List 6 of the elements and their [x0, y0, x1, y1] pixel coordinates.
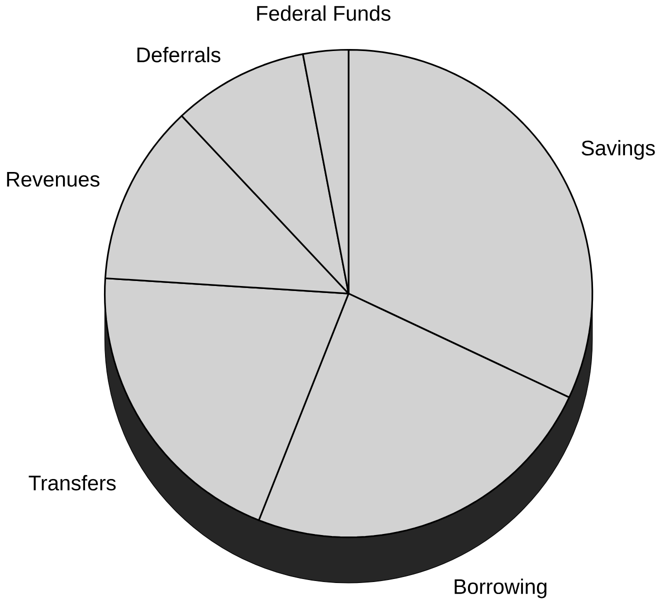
slice-label: Borrowing — [454, 578, 546, 598]
slice-label: Federal Funds — [257, 6, 390, 22]
slice-label: Savings — [582, 140, 655, 160]
slice-label: Revenues — [7, 172, 100, 187]
slice-label: Deferrals — [137, 47, 220, 63]
slice-label: Transfers — [28, 475, 116, 491]
